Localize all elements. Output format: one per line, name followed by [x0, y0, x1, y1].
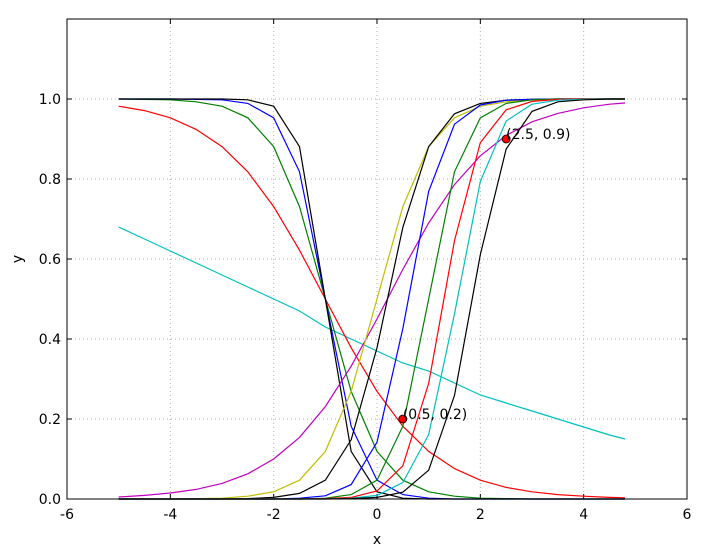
- y-tick-label: 0.8: [39, 172, 61, 188]
- line-series: [118, 102, 626, 498]
- y-tick-label: 0.0: [39, 492, 61, 508]
- y-tick-label: 1.0: [39, 92, 61, 108]
- x-tick-label: 2: [476, 507, 485, 523]
- y-axis-label: y: [10, 255, 26, 263]
- x-tick-label: 0: [373, 507, 382, 523]
- y-tick-label: 0.2: [39, 412, 61, 428]
- line-series: [118, 105, 626, 499]
- y-tick-label: 0.6: [39, 252, 61, 268]
- line-series: [118, 98, 625, 500]
- plot-frame: [66, 18, 688, 500]
- x-tick-label: 6: [683, 507, 692, 523]
- x-axis-label: x: [373, 532, 381, 548]
- annotation-label: (2.5, 0.9): [506, 127, 570, 143]
- x-tick-label: -6: [60, 507, 74, 523]
- annotation-point: [501, 134, 511, 144]
- annotation-label: (0.5, 0.2): [403, 407, 467, 423]
- annotation-point: [398, 414, 408, 424]
- x-tick-label: -2: [267, 507, 281, 523]
- x-tick-label: 4: [579, 507, 588, 523]
- line-series: [118, 226, 626, 440]
- y-tick-label: 0.4: [39, 332, 61, 348]
- x-tick-label: -4: [163, 507, 177, 523]
